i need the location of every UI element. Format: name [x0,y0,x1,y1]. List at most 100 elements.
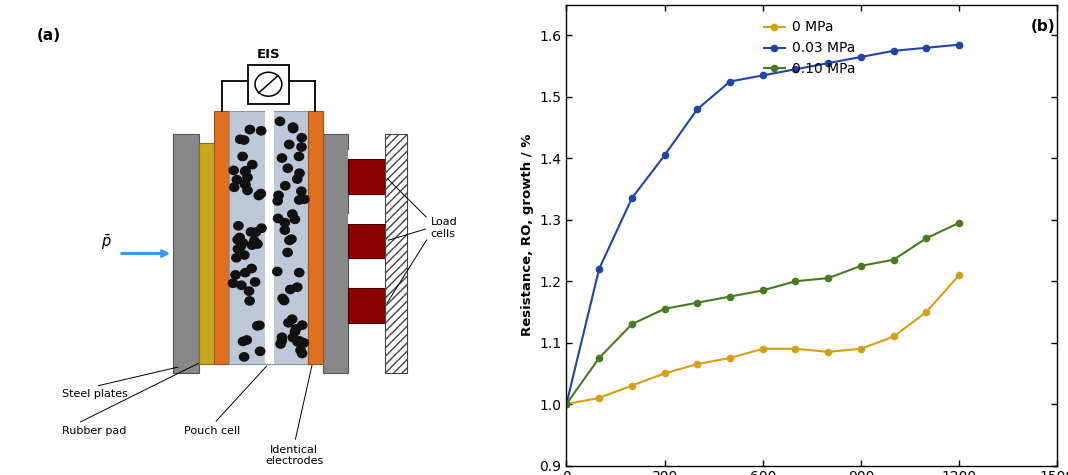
Circle shape [278,154,286,162]
0.10 MPa [658,306,671,312]
0.03 MPa [953,42,965,48]
Text: Load
cells: Load cells [430,218,457,239]
Circle shape [255,347,265,355]
Bar [265,111,274,364]
Text: (a): (a) [36,28,61,43]
Circle shape [255,321,264,330]
Circle shape [288,123,298,131]
Circle shape [288,333,298,342]
Circle shape [242,186,252,195]
Circle shape [240,180,250,188]
Circle shape [285,236,294,245]
0 MPa [789,346,802,352]
Circle shape [276,340,285,348]
0 MPa [560,401,572,407]
Text: $\bar{p}$: $\bar{p}$ [100,233,111,252]
0.03 MPa [920,45,932,51]
Circle shape [236,135,245,143]
Circle shape [241,180,250,189]
0 MPa [593,395,606,401]
Circle shape [239,353,249,361]
Circle shape [242,173,252,181]
Circle shape [242,336,251,344]
Circle shape [283,164,293,172]
Bar [308,111,323,364]
0.03 MPa [821,60,834,66]
Bar [323,134,348,373]
Circle shape [298,321,307,329]
0.10 MPa [953,220,965,226]
Bar [348,150,386,159]
0 MPa [920,309,932,315]
Circle shape [240,268,250,277]
Circle shape [281,181,289,190]
Circle shape [248,161,257,169]
Circle shape [284,140,294,149]
0.03 MPa [560,401,572,407]
0.10 MPa [888,257,900,263]
Text: Pouch cell: Pouch cell [184,366,267,436]
Circle shape [293,338,302,346]
Circle shape [231,271,240,279]
Circle shape [273,214,283,223]
Circle shape [276,117,284,125]
Text: EIS: EIS [256,48,280,61]
0.03 MPa [789,66,802,72]
0 MPa [724,355,737,361]
Circle shape [286,285,295,294]
Circle shape [253,240,262,248]
Circle shape [254,191,264,200]
Circle shape [295,268,304,277]
Circle shape [232,175,241,184]
0.03 MPa [626,195,639,201]
Circle shape [295,152,303,161]
Circle shape [230,183,239,191]
0.10 MPa [789,278,802,284]
0 MPa [626,383,639,389]
Text: Rubber pad: Rubber pad [62,363,199,436]
Circle shape [247,265,256,273]
Circle shape [280,218,289,227]
0.03 MPa [888,48,900,54]
Circle shape [288,124,298,133]
0 MPa [691,361,704,367]
0 MPa [953,272,965,278]
Bar [229,111,308,364]
Circle shape [295,169,304,177]
Circle shape [292,325,301,333]
0 MPa [756,346,769,352]
Y-axis label: Resistance, RO, growth / %: Resistance, RO, growth / % [521,134,534,336]
Circle shape [297,187,307,195]
0.10 MPa [560,401,572,407]
0.10 MPa [756,287,769,293]
Circle shape [293,175,302,183]
Circle shape [297,133,307,142]
0.10 MPa [626,322,639,327]
Circle shape [248,241,256,249]
Circle shape [241,167,250,175]
Circle shape [296,346,305,354]
Circle shape [238,337,248,346]
Circle shape [280,226,289,234]
Circle shape [297,143,307,151]
Text: (b): (b) [1031,19,1055,34]
Circle shape [235,233,245,242]
Circle shape [278,333,286,342]
Circle shape [236,242,246,250]
0.10 MPa [593,355,606,361]
Bar [348,159,386,194]
Circle shape [233,236,242,244]
Circle shape [278,294,287,303]
0.10 MPa [821,276,834,281]
Circle shape [247,228,255,236]
Circle shape [293,283,302,291]
Circle shape [257,224,266,232]
0.03 MPa [724,79,737,85]
Text: Steel plates: Steel plates [62,367,178,399]
0 MPa [821,349,834,355]
Circle shape [239,136,249,144]
Circle shape [273,197,282,205]
Circle shape [284,319,293,327]
Bar [386,134,407,373]
Circle shape [299,339,309,347]
